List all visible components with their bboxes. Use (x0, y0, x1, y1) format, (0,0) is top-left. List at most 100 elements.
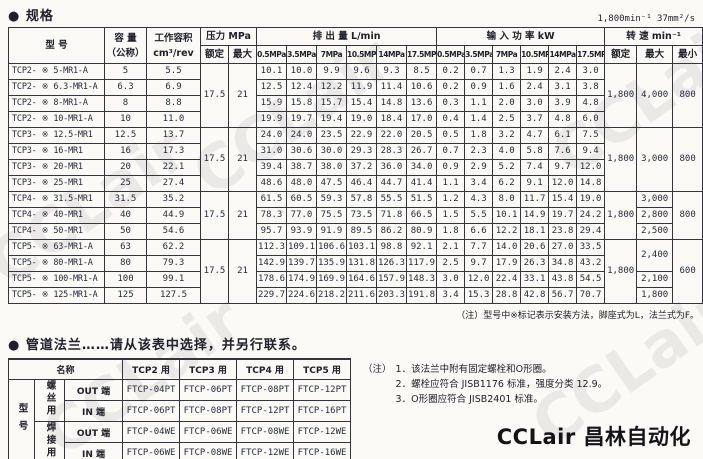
discharge-cell: 109.1 (286, 239, 318, 256)
power-cell: 0.7 (464, 63, 494, 80)
discharge-cell: 211.6 (346, 287, 378, 304)
capacity-cell: 5 (104, 63, 147, 80)
spec-row: TCP3- ※ 16-MR1 16 17.3 31.0 30.6 30.0 29.3 28.3… (8, 143, 703, 160)
power-cell: 1.3 (492, 63, 522, 80)
power-cell: 1.5 (436, 207, 466, 224)
discharge-cell: 75.5 (316, 207, 348, 224)
discharge-cell: 46.4 (346, 175, 378, 192)
model-cell: TCP2- ※ 8-MR1-A (8, 95, 105, 112)
flange-row: 型号 螺丝用 OUT 端 FTCP-04PT FTCP-06PT FTCP-08PT FTC… (8, 379, 352, 459)
capacity-cell: 20 (104, 159, 147, 176)
flange-row: 焊接用 OUT 端 FTCP-04WE FTCP-06WE FTCP-08WE FTCP-… (9, 421, 352, 459)
bottom-row: 名称 TCP2 用 TCP3 用 TCP4 用 TCP5 用 型号 螺丝用 OUT 端 FTC… (0, 358, 703, 459)
model-cell: TCP3- ※ 25-MR1 (8, 175, 105, 192)
spec-row: TCP5- ※ 100-MR1-A 100 99.1 178.6 174.9 169.9 1… (8, 271, 703, 288)
discharge-cell: 218.2 (316, 287, 348, 304)
col-header-volume: 工作容积 cm³/rev (146, 27, 201, 64)
discharge-cell: 15.8 (286, 95, 318, 112)
speed-max-cell: 2,400 (636, 239, 674, 272)
spec-subheader-cell: 最小 (672, 45, 703, 64)
spec-row: TCP4- ※ 40-MR1 40 44.9 78.3 77.0 75.5 73.5 71.8… (8, 207, 703, 224)
power-cell: 4.3 (464, 191, 494, 208)
discharge-cell: 8.5 (406, 63, 438, 80)
spec-row: TCP4- ※ 31.5-MR1 31.5 35.2 17.5 21 61.5 60.5 59… (8, 191, 703, 240)
discharge-cell: 12.4 (286, 79, 318, 96)
capacity-cell: 100 (104, 271, 147, 288)
power-cell: 22.4 (492, 271, 522, 288)
discharge-cell: 92.1 (406, 239, 438, 256)
volume-cell: 44.9 (146, 207, 201, 224)
discharge-cell: 36.0 (376, 159, 408, 176)
capacity-cell: 31.5 (104, 191, 147, 208)
discharge-cell: 19.9 (256, 111, 288, 128)
flange-col-header: TCP5 用 (293, 358, 352, 380)
flange-part-cell: FTCP-06WE (179, 421, 238, 443)
col-header-speed: 转 速 min⁻¹ (604, 27, 703, 46)
power-cell: 3.9 (548, 95, 578, 112)
discharge-cell: 95.7 (256, 223, 288, 240)
power-cell: 10.1 (492, 207, 522, 224)
discharge-cell: 19.7 (286, 111, 318, 128)
power-cell: 1.8 (436, 223, 466, 240)
discharge-cell: 60.5 (286, 191, 318, 208)
speed-max-cell: 1,800 (636, 287, 674, 304)
discharge-cell: 9.3 (376, 63, 408, 80)
discharge-cell: 47.5 (316, 175, 348, 192)
discharge-cell: 178.6 (256, 271, 288, 288)
discharge-cell: 11.9 (346, 79, 378, 96)
power-cell: 12.0 (548, 175, 578, 192)
discharge-cell: 126.3 (376, 255, 408, 272)
model-cell: TCP5- ※ 125-MR1-A (8, 287, 105, 304)
speed-rated-cell: 1,800 (604, 63, 638, 128)
capacity-cell: 25 (104, 175, 147, 192)
spec-row: TCP4- ※ 50-MR1 50 54.6 95.7 93.9 91.9 89.5 86.2… (8, 223, 703, 240)
spec-subheader-cell: 3.5MPa (464, 45, 494, 64)
model-cell: TCP3- ※ 12.5-MR1 (8, 127, 105, 144)
flange-part-cell: FTCP-08WE (236, 421, 295, 443)
power-cell: 43.2 (576, 255, 606, 272)
power-cell: 14.8 (576, 175, 606, 192)
flange-part-cell: FTCP-06PT (122, 400, 181, 422)
discharge-cell: 139.7 (286, 255, 318, 272)
power-cell: 20.6 (520, 239, 550, 256)
power-cell: 1.1 (464, 95, 494, 112)
flange-section-heading: ● 管道法兰……请从该表中选择，并另行联系。 (8, 338, 306, 353)
power-cell: 29.4 (576, 223, 606, 240)
pressure-rated-cell: 17.5 (200, 63, 229, 128)
power-cell: 6.2 (492, 175, 522, 192)
col-header-power: 输 入 功 率 kW (436, 27, 606, 46)
volume-cell: 79.3 (146, 255, 201, 272)
flange-row: IN 端 FTCP-06WE FTCP-08WE FTCP-12WE FTCP-16WE (9, 442, 352, 459)
col-header-model: 型 号 (8, 27, 105, 64)
power-cell: 0.4 (436, 111, 466, 128)
spec-subheader-cell: 10.5MPa (520, 45, 550, 64)
power-cell: 0.7 (436, 143, 466, 160)
capacity-cell: 16 (104, 143, 147, 160)
discharge-cell: 38.0 (316, 159, 348, 176)
flange-part-cell: FTCP-04PT (122, 379, 181, 401)
discharge-cell: 103.1 (346, 239, 378, 256)
power-cell: 43.8 (548, 271, 578, 288)
discharge-cell: 15.9 (256, 95, 288, 112)
flange-part-cell: FTCP-06PT (179, 379, 238, 401)
power-cell: 4.8 (576, 95, 606, 112)
discharge-cell: 30.0 (316, 143, 348, 160)
power-cell: 19.7 (548, 207, 578, 224)
discharge-cell: 39.4 (256, 159, 288, 176)
discharge-cell: 174.9 (286, 271, 318, 288)
flange-name-header: 名称 (7, 358, 124, 380)
flange-note-item: 1．该法兰中附有固定螺栓和O形圈。 (395, 364, 552, 375)
power-cell: 15.4 (548, 191, 578, 208)
discharge-cell: 13.6 (406, 95, 438, 112)
power-cell: 0.9 (464, 79, 494, 96)
power-cell: 14.0 (492, 239, 522, 256)
power-cell: 1.1 (436, 175, 466, 192)
discharge-cell: 15.7 (316, 95, 348, 112)
flange-header-row: 名称 TCP2 用 TCP3 用 TCP4 用 TCP5 用 (7, 358, 352, 380)
discharge-cell: 59.3 (316, 191, 348, 208)
volume-cell: 54.6 (146, 223, 201, 240)
speed-max-cell: 4,000 (636, 63, 674, 128)
power-cell: 9.7 (464, 255, 494, 272)
power-cell: 18.1 (520, 223, 550, 240)
spec-subheader-cell: 最大 (227, 45, 258, 64)
